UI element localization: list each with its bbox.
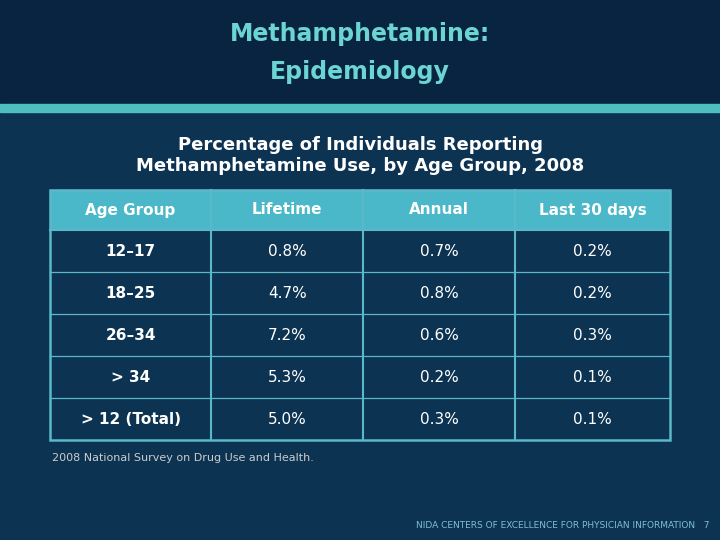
Text: 0.2%: 0.2% — [573, 286, 612, 300]
Text: 0.1%: 0.1% — [573, 369, 612, 384]
Text: 5.0%: 5.0% — [268, 411, 307, 427]
Text: 0.7%: 0.7% — [420, 244, 459, 259]
Text: 4.7%: 4.7% — [268, 286, 307, 300]
Text: 0.8%: 0.8% — [420, 286, 459, 300]
Text: Age Group: Age Group — [86, 202, 176, 218]
Text: 7.2%: 7.2% — [268, 327, 307, 342]
Bar — [50, 356, 670, 398]
Text: Last 30 days: Last 30 days — [539, 202, 647, 218]
Bar — [50, 272, 670, 314]
Text: 0.1%: 0.1% — [573, 411, 612, 427]
Bar — [50, 190, 670, 230]
Text: 0.8%: 0.8% — [268, 244, 307, 259]
Text: 5.3%: 5.3% — [268, 369, 307, 384]
Text: Annual: Annual — [409, 202, 469, 218]
Bar — [0, 0, 720, 108]
Bar — [50, 230, 670, 272]
Text: NIDA CENTERS OF EXCELLENCE FOR PHYSICIAN INFORMATION   7: NIDA CENTERS OF EXCELLENCE FOR PHYSICIAN… — [416, 522, 710, 530]
Text: 12–17: 12–17 — [106, 244, 156, 259]
Bar — [50, 398, 670, 440]
Text: 0.3%: 0.3% — [420, 411, 459, 427]
Bar — [50, 314, 670, 356]
Text: > 34: > 34 — [111, 369, 150, 384]
Text: > 12 (Total): > 12 (Total) — [81, 411, 181, 427]
Text: Epidemiology: Epidemiology — [270, 60, 450, 84]
Text: 0.2%: 0.2% — [420, 369, 459, 384]
Text: Lifetime: Lifetime — [252, 202, 323, 218]
Text: 18–25: 18–25 — [105, 286, 156, 300]
Text: 0.6%: 0.6% — [420, 327, 459, 342]
Text: 0.2%: 0.2% — [573, 244, 612, 259]
Text: 0.3%: 0.3% — [573, 327, 612, 342]
Text: Percentage of Individuals Reporting: Percentage of Individuals Reporting — [178, 136, 542, 154]
Text: Methamphetamine:: Methamphetamine: — [230, 22, 490, 46]
Bar — [50, 190, 670, 440]
Text: 2008 National Survey on Drug Use and Health.: 2008 National Survey on Drug Use and Hea… — [52, 453, 314, 463]
Bar — [0, 104, 720, 112]
Text: 26–34: 26–34 — [105, 327, 156, 342]
Text: Methamphetamine Use, by Age Group, 2008: Methamphetamine Use, by Age Group, 2008 — [136, 157, 584, 175]
